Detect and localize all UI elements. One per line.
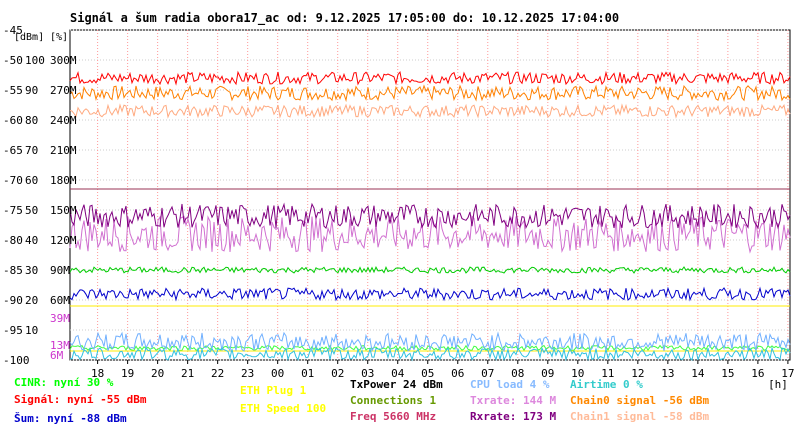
y-tick-pct: 20 [25, 294, 38, 307]
series-line [69, 103, 791, 119]
series-line [69, 346, 791, 362]
x-tick-label: 15 [721, 367, 734, 380]
x-tick-label: 06 [451, 367, 464, 380]
series-line [69, 70, 791, 86]
y-tick-dbm: -70 [3, 174, 23, 187]
x-tick-label: 22 [211, 367, 224, 380]
grid [69, 29, 791, 361]
x-tick-label: 20 [151, 367, 164, 380]
legend-item: CINR: nyní 30 % [14, 376, 114, 389]
y-tick-dbm: -80 [3, 234, 23, 247]
y-tick-dbm: -45 [3, 24, 23, 37]
x-tick-label: 05 [421, 367, 434, 380]
x-tick-label: 12 [631, 367, 644, 380]
y-tick-rate: 90M [50, 264, 70, 277]
x-tick-label: 16 [751, 367, 764, 380]
legend-item: Txrate: 144 M [470, 394, 557, 407]
y-tick-dbm: -60 [3, 114, 23, 127]
y-tick-pct: 70 [25, 144, 38, 157]
y-tick-pct: 50 [25, 204, 38, 217]
y-tick-dbm: -65 [3, 144, 23, 157]
y-tick-rate: 6M [50, 349, 64, 362]
x-tick-label: 14 [691, 367, 705, 380]
legend-item: Chain0 signal -56 dBm [570, 394, 710, 407]
y-tick-pct: 60 [25, 174, 38, 187]
x-tick-label: 17 [781, 367, 794, 380]
legend-item: ETH Speed 100 [240, 402, 327, 415]
y-tick-dbm: -90 [3, 294, 23, 307]
y-tick-pct: 100 [25, 54, 45, 67]
legend-item: Freq 5660 MHz [350, 410, 437, 423]
y-tick-rate: 180M [50, 174, 77, 187]
y-tick-rate: 240M [50, 114, 77, 127]
legend-item: Connections 1 [350, 394, 437, 407]
x-tick-label: 23 [241, 367, 254, 380]
y-tick-dbm: -50 [3, 54, 23, 67]
legend-item: Rxrate: 173 M [470, 410, 557, 423]
y-tick-dbm: -55 [3, 84, 23, 97]
y-tick-pct: 80 [25, 114, 38, 127]
series-line [69, 202, 791, 230]
legend-item: CPU load 4 % [470, 378, 550, 391]
x-tick-label: 00 [271, 367, 284, 380]
x-unit-label: [h] [768, 378, 788, 391]
series-line [69, 331, 791, 353]
legend-item: Signál: nyní -55 dBm [14, 393, 147, 406]
chart-title: Signál a šum radia obora17_ac od: 9.12.2… [70, 11, 620, 25]
x-tick-label: 13 [661, 367, 674, 380]
y-tick-rate: 210M [50, 144, 77, 157]
x-tick-label: 10 [571, 367, 584, 380]
y-tick-rate: 150M [50, 204, 77, 217]
y-tick-rate: 39M [50, 312, 70, 325]
y-tick-rate: 120M [50, 234, 77, 247]
plot-area [69, 29, 791, 361]
y-tick-rate: 300M [50, 54, 77, 67]
series-line [69, 84, 791, 103]
x-tick-label: 19 [121, 367, 134, 380]
x-tick-label: 08 [511, 367, 524, 380]
unit-pct: [%] [50, 32, 68, 43]
series-line [69, 266, 791, 274]
legend-item: Šum: nyní -88 dBm [14, 412, 127, 425]
legend-item: TxPower 24 dBm [350, 378, 443, 391]
legend-item: ETH Plug 1 [240, 384, 307, 397]
y-tick-dbm: -100 [3, 354, 30, 367]
y-tick-pct: 40 [25, 234, 38, 247]
y-tick-rate: 13M [50, 339, 70, 352]
x-tick-label: 04 [391, 367, 405, 380]
y-tick-rate: 270M [50, 84, 77, 97]
x-tick-label: 21 [181, 367, 194, 380]
y-tick-pct: 30 [25, 264, 38, 277]
x-tick-label: 07 [481, 367, 494, 380]
unit-dbm: [dBm] [14, 32, 44, 43]
y-tick-dbm: -95 [3, 324, 23, 337]
axes: -45-50-55-60-65-70-75-80-85-90-95-100100… [3, 24, 795, 391]
y-tick-pct: 10 [25, 324, 38, 337]
y-tick-dbm: -75 [3, 204, 23, 217]
x-tick-label: 11 [601, 367, 614, 380]
legend-item: Airtime 0 % [570, 378, 643, 391]
y-tick-pct: 90 [25, 84, 38, 97]
x-tick-label: 03 [361, 367, 374, 380]
legend-item: Chain1 signal -58 dBm [570, 410, 710, 423]
y-tick-rate: 60M [50, 294, 70, 307]
series-lines [69, 70, 791, 362]
x-tick-label: 18 [91, 367, 104, 380]
x-tick-label: 01 [301, 367, 314, 380]
x-tick-label: 09 [541, 367, 554, 380]
x-tick-label: 02 [331, 367, 344, 380]
series-line [69, 286, 791, 302]
series-line [69, 214, 791, 254]
y-tick-dbm: -85 [3, 264, 23, 277]
